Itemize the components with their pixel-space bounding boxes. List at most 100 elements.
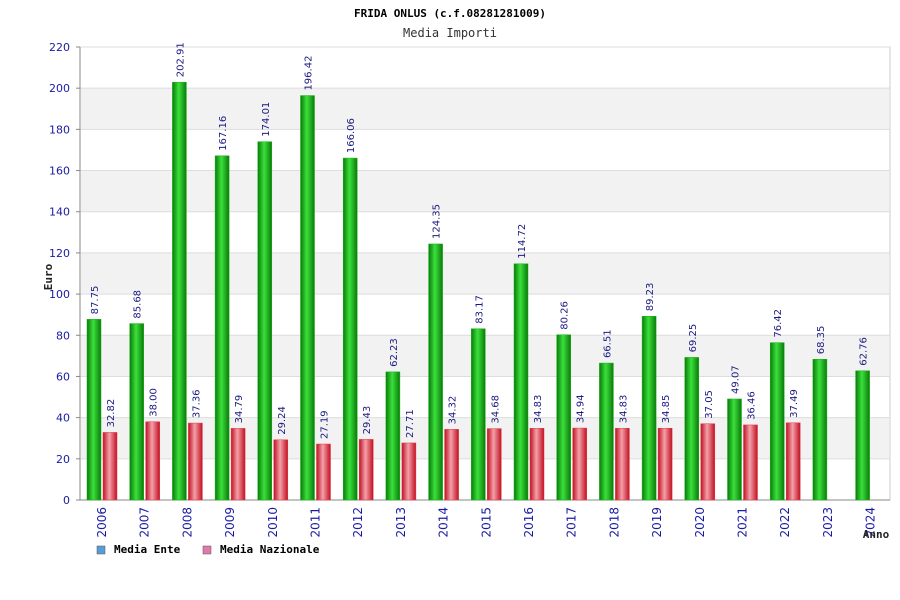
y-tick-label: 200: [49, 82, 70, 95]
bar-media-ente-2015: [471, 328, 486, 501]
data-label: 80.26: [560, 301, 571, 330]
x-tick-label: 2018: [607, 507, 621, 538]
x-tick-label: 2023: [821, 507, 835, 538]
bar-media-ente-2024: [855, 370, 870, 501]
bar-media-ente-2006: [86, 319, 102, 501]
bar-media-nazionale-2009: [230, 428, 246, 501]
bar-media-nazionale-2006: [102, 432, 118, 501]
data-label: 36.46: [747, 391, 758, 420]
y-tick-label: 60: [56, 370, 70, 383]
bar-media-nazionale-2022: [785, 422, 801, 501]
x-tick-label: 2014: [437, 507, 451, 538]
x-tick-label: 2006: [95, 507, 109, 538]
bar-media-ente-2013: [385, 371, 401, 501]
data-label: 62.23: [389, 338, 400, 367]
data-label: 37.49: [789, 389, 800, 418]
x-tick-label: 2010: [266, 507, 280, 538]
grid-band: [81, 88, 889, 130]
y-tick-label: 120: [49, 247, 70, 260]
bar-media-nazionale-2007: [145, 421, 160, 501]
bar-media-nazionale-2021: [743, 424, 758, 501]
y-tick-label: 220: [49, 41, 70, 54]
data-label: 29.43: [362, 406, 373, 435]
data-label: 124.35: [432, 204, 443, 239]
data-label: 66.51: [602, 329, 613, 358]
bar-media-ente-2021: [727, 398, 742, 501]
data-label: 166.06: [346, 118, 357, 153]
x-tick-label: 2019: [650, 507, 664, 538]
grid-band: [81, 252, 889, 295]
data-label: 27.71: [405, 409, 416, 438]
bar-media-nazionale-2013: [401, 442, 417, 501]
bar-media-nazionale-2017: [572, 427, 587, 501]
data-label: 34.68: [490, 395, 501, 424]
data-label: 29.24: [277, 406, 288, 435]
x-tick-label: 2007: [138, 507, 152, 538]
bar-media-ente-2020: [684, 357, 700, 501]
data-label: 196.42: [304, 56, 315, 91]
x-tick-label: 2008: [180, 507, 194, 538]
chart-subtitle: Media Importi: [403, 26, 497, 40]
x-tick-label: 2009: [223, 507, 237, 538]
data-label: 34.94: [576, 394, 587, 423]
bar-media-ente-2022: [769, 342, 785, 501]
data-label: 37.36: [191, 389, 202, 418]
bar-media-ente-2007: [129, 323, 144, 501]
data-label: 32.82: [106, 399, 117, 428]
bar-media-nazionale-2016: [529, 428, 545, 501]
data-label: 89.23: [645, 283, 656, 312]
bar-media-nazionale-2010: [273, 439, 289, 501]
bar-media-nazionale-2014: [444, 429, 459, 501]
bar-media-ente-2018: [599, 362, 614, 501]
data-label: 76.42: [773, 309, 784, 338]
y-tick-label: 180: [49, 123, 70, 136]
data-label: 34.32: [448, 396, 459, 425]
data-label: 83.17: [474, 295, 485, 324]
bar-media-ente-2023: [812, 359, 828, 501]
y-tick-label: 40: [56, 412, 70, 425]
data-label: 167.16: [218, 116, 229, 151]
x-axis-label: Anno: [863, 528, 890, 541]
y-tick-label: 80: [56, 329, 70, 342]
bar-media-nazionale-2020: [700, 423, 716, 501]
bar-media-ente-2017: [556, 334, 571, 501]
x-tick-label: 2013: [394, 507, 408, 538]
chart-title: FRIDA ONLUS (c.f.08281281009): [354, 7, 546, 20]
y-tick-label: 140: [49, 206, 70, 219]
data-label: 202.91: [175, 42, 186, 77]
bar-media-nazionale-2018: [615, 428, 630, 501]
legend-swatch-media-nazionale: [202, 545, 212, 555]
bar-media-nazionale-2019: [657, 427, 673, 501]
x-tick-label: 2016: [522, 507, 536, 538]
bar-media-ente-2014: [428, 243, 443, 501]
bar-media-ente-2010: [257, 141, 273, 501]
bar-media-nazionale-2015: [487, 428, 502, 501]
data-label: 49.07: [731, 365, 742, 394]
data-label: 34.83: [533, 395, 544, 424]
bar-media-ente-2009: [214, 155, 230, 501]
x-tick-label: 2015: [479, 507, 493, 538]
legend-swatch-media-ente: [96, 545, 106, 555]
data-label: 38.00: [149, 388, 160, 417]
legend-label-media-nazionale: Media Nazionale: [220, 543, 320, 556]
data-label: 69.25: [688, 324, 699, 353]
bar-media-nazionale-2012: [358, 439, 374, 501]
y-tick-label: 100: [49, 288, 70, 301]
x-tick-label: 2017: [565, 507, 579, 538]
x-tick-label: 2024: [864, 507, 878, 538]
data-label: 34.83: [618, 395, 629, 424]
data-label: 174.01: [261, 102, 272, 137]
bars: [86, 81, 870, 501]
bar-media-ente-2012: [342, 157, 358, 501]
data-labels: 87.75 32.82 85.68 38.00 202.91 37.36 167.16 34.…: [90, 42, 870, 439]
legend: Media Ente Media Nazionale: [96, 543, 320, 556]
data-label: 114.72: [517, 224, 528, 259]
x-tick-label: 2022: [778, 507, 792, 538]
y-tick-label: 160: [49, 165, 70, 178]
x-tick-label: 2011: [309, 507, 323, 538]
data-label: 34.85: [661, 395, 672, 424]
y-tick-labels: 0 20 40 60 80 100 120 140 160 180 200 220: [49, 41, 70, 507]
data-label: 37.05: [704, 390, 715, 419]
data-label: 34.79: [234, 395, 245, 424]
